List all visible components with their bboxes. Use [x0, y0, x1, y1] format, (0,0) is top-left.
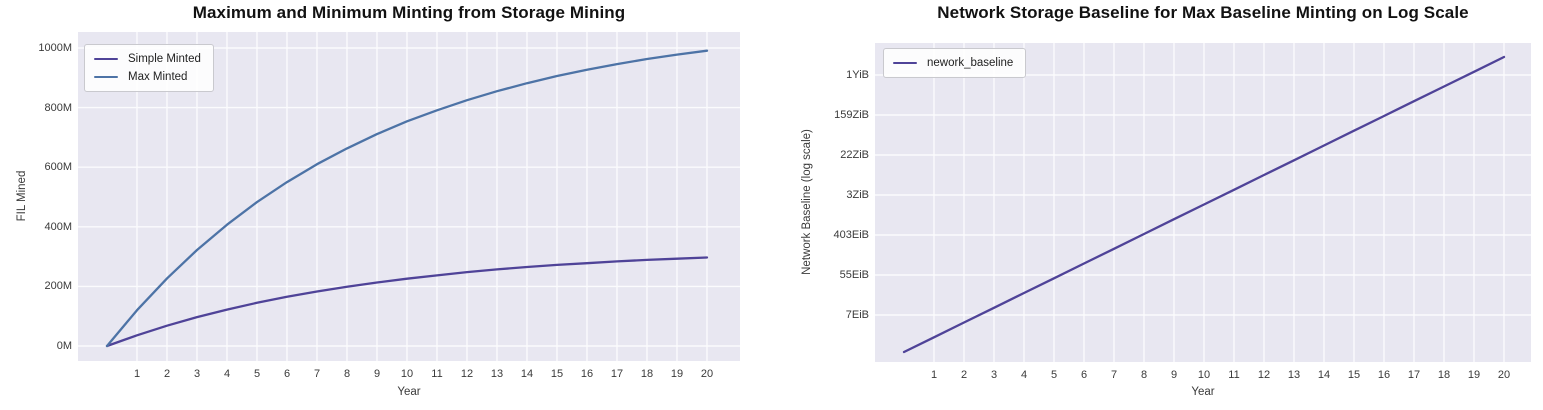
y-tick-label: 403EiB [833, 229, 869, 241]
x-tick-label: 5 [253, 368, 261, 380]
x-tick-label: 16 [580, 368, 594, 380]
plot-area: Simple Minted Max Minted [78, 32, 740, 361]
x-tick-label: 11 [1228, 369, 1240, 381]
x-tick-label: 19 [1467, 369, 1481, 381]
legend: Simple Minted Max Minted [84, 44, 214, 92]
line-swatch-icon [94, 57, 118, 61]
x-tick-label: 12 [460, 368, 474, 380]
x-tick-label: 15 [1347, 369, 1361, 381]
y-tick-label: 600M [44, 161, 72, 174]
y-tick-label: 22ZiB [840, 149, 869, 161]
x-tick-label: 12 [1257, 369, 1271, 381]
y-tick-label: 3ZiB [846, 189, 869, 201]
x-tick-label: 9 [1170, 369, 1178, 381]
x-tick-label: 6 [1080, 369, 1088, 381]
x-tick-label: 2 [163, 368, 171, 380]
x-tick-label: 18 [1437, 369, 1451, 381]
plot-area: nework_baseline [875, 43, 1531, 362]
x-tick-label: 10 [400, 368, 414, 380]
y-tick-label: 1YiB [846, 69, 869, 81]
x-tick-label: 19 [670, 368, 684, 380]
x-tick-label: 15 [550, 368, 564, 380]
x-tick-label: 8 [343, 368, 351, 380]
x-tick-label: 10 [1197, 369, 1211, 381]
chart-title: Maximum and Minimum Minting from Storage… [192, 3, 626, 22]
y-tick-label: 55EiB [839, 269, 869, 281]
series-line [105, 49, 709, 348]
x-tick-label: 4 [223, 368, 231, 380]
x-tick-label: 20 [700, 368, 714, 380]
legend-label: Simple Minted [128, 53, 201, 65]
x-tick-label: 6 [283, 368, 291, 380]
x-tick-label: 14 [520, 368, 534, 380]
x-tick-label: 7 [313, 368, 321, 380]
legend-item: nework_baseline [893, 54, 1013, 72]
chart-title: Network Storage Baseline for Max Baselin… [937, 3, 1469, 22]
x-tick-label: 7 [1110, 369, 1118, 381]
legend-item: Max Minted [94, 68, 201, 86]
y-tick-label: 1000M [38, 42, 72, 54]
x-tick-label: 4 [1020, 369, 1028, 381]
x-axis-label: Year [1191, 386, 1215, 398]
x-tick-label: 11 [431, 368, 443, 380]
series-line [105, 256, 709, 348]
x-tick-label: 18 [640, 368, 654, 380]
x-tick-label: 2 [960, 369, 968, 381]
x-tick-label: 16 [1377, 369, 1391, 381]
legend-label: Max Minted [128, 71, 188, 83]
y-tick-label: 800M [44, 101, 72, 114]
x-tick-label: 5 [1050, 369, 1058, 381]
x-tick-label: 3 [193, 368, 201, 380]
x-tick-label: 17 [610, 368, 624, 380]
chart-svg [78, 32, 740, 361]
y-tick-label: 400M [44, 220, 72, 233]
y-tick-label: 0M [56, 340, 72, 352]
chart-figure-baseline: Network Storage Baseline for Max Baselin… [773, 0, 1543, 410]
x-axis-label: Year [397, 386, 421, 398]
x-tick-label: 13 [490, 368, 504, 380]
y-tick-label: 200M [44, 280, 72, 293]
y-axis-label: FIL Mined [16, 170, 28, 222]
x-tick-label: 20 [1497, 369, 1511, 381]
legend-label: nework_baseline [927, 57, 1014, 69]
x-tick-label: 1 [133, 368, 141, 380]
x-tick-label: 8 [1140, 369, 1148, 381]
x-tick-label: 17 [1407, 369, 1421, 381]
legend: nework_baseline [883, 48, 1027, 78]
chart-svg [875, 43, 1531, 362]
x-tick-label: 14 [1317, 369, 1331, 381]
x-tick-label: 13 [1287, 369, 1301, 381]
y-tick-label: 159ZiB [834, 109, 869, 121]
x-tick-label: 1 [930, 369, 938, 381]
y-axis-label: Network Baseline (log scale) [801, 129, 813, 275]
y-tick-label: 7EiB [845, 309, 869, 321]
chart-figure-minting: Maximum and Minimum Minting from Storage… [0, 0, 765, 410]
line-swatch-icon [94, 75, 118, 79]
legend-item: Simple Minted [94, 50, 201, 68]
line-swatch-icon [893, 61, 917, 65]
x-tick-label: 3 [990, 369, 998, 381]
series-line [902, 55, 1506, 354]
x-tick-label: 9 [373, 368, 381, 380]
